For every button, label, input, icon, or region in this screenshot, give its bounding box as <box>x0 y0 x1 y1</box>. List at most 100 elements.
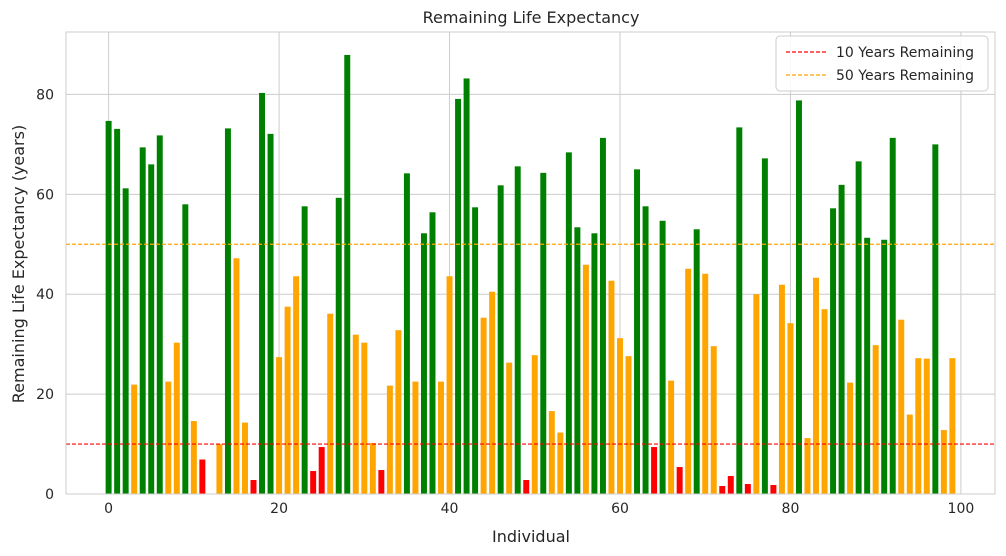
bar <box>557 432 564 494</box>
bar <box>310 471 317 494</box>
chart-title: Remaining Life Expectancy <box>423 8 640 27</box>
bar <box>872 345 879 494</box>
bar <box>344 54 351 495</box>
y-tick-label: 80 <box>36 87 54 103</box>
bar <box>949 358 956 494</box>
x-tick-label: 0 <box>104 501 113 517</box>
bar <box>446 276 453 494</box>
bar <box>455 98 462 495</box>
bar <box>114 128 121 494</box>
bar <box>327 313 334 494</box>
bar <box>233 258 240 494</box>
bar <box>770 485 777 494</box>
bar <box>284 306 291 494</box>
bar <box>676 467 683 494</box>
y-tick-label: 60 <box>36 187 54 203</box>
bar <box>139 147 146 495</box>
bar <box>293 276 300 494</box>
bar <box>940 430 947 494</box>
bar <box>497 185 504 495</box>
bar <box>276 357 283 494</box>
bar <box>838 184 845 494</box>
bar <box>131 384 138 494</box>
bar <box>165 381 172 494</box>
legend-label-50-years: 50 Years Remaining <box>836 68 974 84</box>
bar <box>173 342 180 494</box>
y-axis-label: Remaining Life Expectancy (years) <box>9 125 28 403</box>
bar <box>847 382 854 494</box>
bar <box>599 137 606 494</box>
bar <box>821 309 828 494</box>
bar <box>889 137 896 494</box>
bar <box>693 229 700 494</box>
x-tick-label: 60 <box>611 501 629 517</box>
bar <box>224 128 231 494</box>
bar <box>216 444 223 494</box>
bar <box>591 233 598 494</box>
bar <box>386 385 393 494</box>
bar <box>727 476 734 494</box>
bar <box>685 268 692 494</box>
bar <box>199 459 206 494</box>
bars <box>105 54 956 495</box>
bar <box>378 470 385 494</box>
legend: 10 Years Remaining 50 Years Remaining <box>775 35 989 92</box>
y-tick-label: 0 <box>45 487 54 503</box>
bar <box>438 381 444 494</box>
bar <box>335 197 342 494</box>
bar <box>105 120 112 495</box>
bar <box>156 135 163 494</box>
bar <box>506 362 513 494</box>
bar <box>659 220 666 495</box>
bar <box>608 280 615 494</box>
bar <box>420 233 427 494</box>
reference-lines <box>66 243 995 445</box>
bar <box>148 164 155 494</box>
bar <box>369 443 376 494</box>
legend-label-10-years: 10 Years Remaining <box>836 45 974 61</box>
bar <box>259 92 266 494</box>
bar <box>301 206 308 495</box>
bar <box>651 447 658 494</box>
bar <box>122 188 129 494</box>
bar <box>352 334 359 494</box>
x-tick-label: 40 <box>441 501 459 517</box>
bar <box>403 173 410 494</box>
bar <box>744 484 751 494</box>
bar <box>906 414 913 494</box>
bar <box>710 346 717 494</box>
tick-labels: 0 20 40 60 80 100 0 20 40 60 80 <box>36 87 974 517</box>
bar <box>617 338 623 494</box>
bar <box>668 380 675 494</box>
bar <box>898 319 905 494</box>
bar <box>241 422 248 494</box>
bar <box>642 206 649 495</box>
bar <box>787 323 794 494</box>
bar <box>719 486 726 494</box>
bar <box>932 144 939 495</box>
bar <box>625 356 632 494</box>
bar <box>548 411 555 494</box>
bar <box>864 237 871 495</box>
x-tick-label: 20 <box>270 501 288 517</box>
x-axis-label: Individual <box>492 527 570 546</box>
plot-frame <box>65 31 996 495</box>
bar <box>395 330 402 494</box>
bar <box>923 358 930 494</box>
bar <box>190 421 197 494</box>
bar <box>778 284 785 494</box>
bar <box>514 166 521 494</box>
bar <box>182 204 189 494</box>
x-tick-label: 100 <box>948 501 975 517</box>
bar <box>881 239 888 494</box>
bar <box>855 161 862 495</box>
bar <box>634 169 641 494</box>
x-tick-label: 80 <box>782 501 800 517</box>
bar <box>582 264 589 494</box>
bar <box>523 480 530 494</box>
bar <box>540 172 547 494</box>
bar <box>531 355 538 494</box>
bar <box>472 207 479 494</box>
bar <box>565 152 572 494</box>
